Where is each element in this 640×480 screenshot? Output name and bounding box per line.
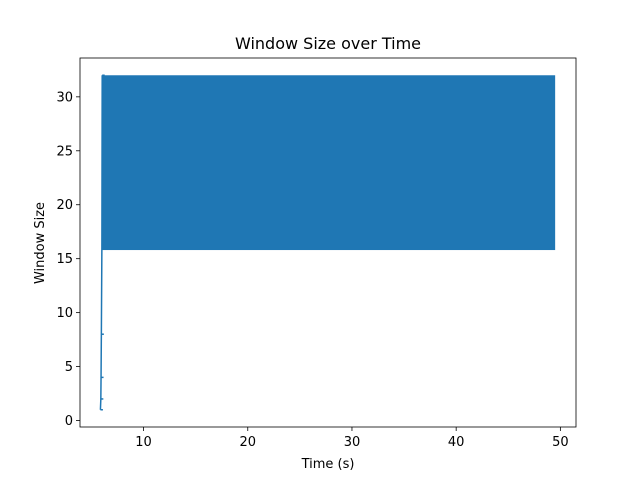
x-tick-label: 20 <box>239 435 256 450</box>
x-tick-label: 50 <box>552 435 569 450</box>
y-tick-label: 0 <box>65 414 73 429</box>
y-tick-label: 20 <box>56 198 73 213</box>
y-tick-label: 25 <box>56 144 73 159</box>
y-axis-label: Window Size <box>33 202 48 284</box>
plot-area <box>79 57 577 428</box>
axes-frame <box>79 57 577 428</box>
series-oscillation-band <box>102 75 556 251</box>
x-tick-label: 30 <box>344 435 361 450</box>
y-tick-label: 30 <box>56 90 73 105</box>
y-tick-label: 5 <box>65 360 73 375</box>
x-axis-label: Time (s) <box>301 457 355 472</box>
axis-ticks: 10 20 30 40 50 0 5 10 15 20 25 30 <box>56 90 568 450</box>
x-tick-label: 40 <box>448 435 465 450</box>
y-tick-label: 10 <box>56 306 73 321</box>
x-tick-label: 10 <box>135 435 152 450</box>
chart-title: Window Size over Time <box>235 34 421 53</box>
series-startup-line <box>99 75 103 410</box>
y-tick-label: 15 <box>56 252 73 267</box>
